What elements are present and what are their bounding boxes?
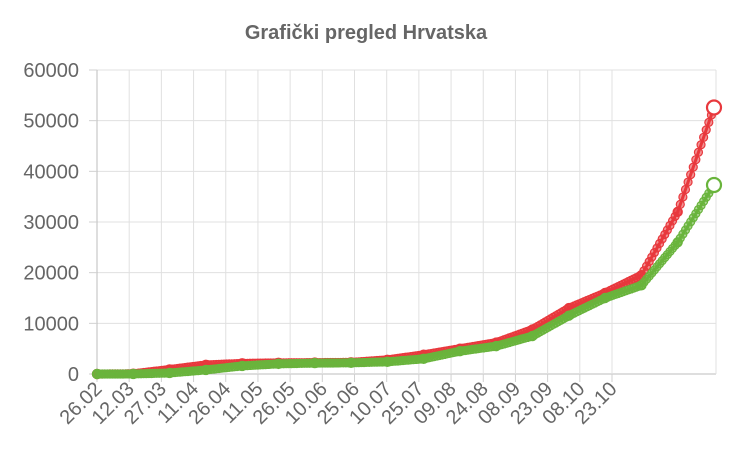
- data-point[interactable]: [454, 346, 466, 357]
- data-point[interactable]: [672, 237, 683, 248]
- data-point[interactable]: [273, 358, 284, 370]
- series-1: [91, 99, 723, 380]
- y-tick-label: 40000: [23, 161, 79, 183]
- data-point[interactable]: [382, 356, 393, 368]
- y-tick-label: 50000: [23, 111, 79, 133]
- series-bead: [696, 140, 706, 150]
- series-bead: [701, 125, 711, 135]
- y-tick-label: 0: [68, 364, 79, 386]
- y-tick-label: 20000: [23, 263, 79, 285]
- data-point[interactable]: [599, 292, 611, 304]
- data-point[interactable]: [527, 330, 538, 342]
- series-layer: [91, 99, 723, 380]
- series-bead: [678, 192, 688, 202]
- y-tick-label: 10000: [23, 313, 79, 335]
- data-point[interactable]: [563, 310, 575, 321]
- data-point[interactable]: [200, 364, 212, 376]
- data-point[interactable]: [345, 357, 357, 369]
- series-bead: [683, 177, 693, 187]
- data-point[interactable]: [705, 99, 723, 116]
- data-point[interactable]: [705, 176, 723, 194]
- series-bead: [686, 169, 696, 180]
- series-line: [96, 107, 716, 376]
- data-point[interactable]: [672, 206, 683, 218]
- data-point[interactable]: [91, 368, 103, 380]
- series-bead: [693, 147, 704, 157]
- data-point[interactable]: [236, 360, 248, 372]
- grid: [96, 69, 717, 375]
- data-point[interactable]: [164, 367, 175, 379]
- y-tick-label: 30000: [23, 212, 79, 234]
- series-line: [96, 184, 716, 376]
- series-bead: [680, 184, 691, 195]
- data-point[interactable]: [418, 353, 429, 364]
- data-point[interactable]: [309, 357, 320, 369]
- data-point[interactable]: [128, 368, 139, 380]
- series-2: [91, 176, 723, 380]
- y-tick-label: 60000: [23, 60, 79, 82]
- series-bead: [704, 117, 714, 128]
- data-point[interactable]: [491, 340, 502, 352]
- series-bead: [688, 162, 698, 172]
- data-point[interactable]: [636, 280, 647, 291]
- chart-title: Grafički pregled Hrvatska: [244, 22, 488, 44]
- series-bead: [699, 132, 709, 142]
- series-bead: [691, 155, 701, 165]
